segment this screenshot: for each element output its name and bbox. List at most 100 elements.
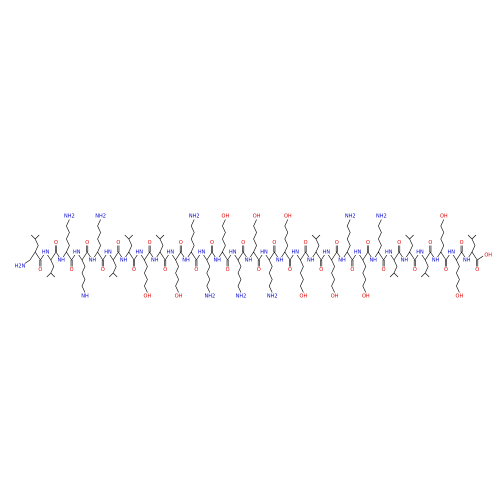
side-chain	[424, 259, 429, 274]
atom-label: NH	[81, 294, 89, 300]
atom-label: OH	[484, 253, 492, 259]
label-bg	[447, 249, 455, 255]
label-bg	[182, 257, 190, 263]
bond	[50, 272, 56, 278]
atom-label: O	[226, 267, 230, 273]
label-bg	[69, 266, 74, 273]
atom-label: OH	[222, 214, 230, 220]
atom-label: HN	[291, 250, 299, 256]
bond	[393, 272, 399, 278]
atom-label: O	[475, 267, 479, 273]
label-bg	[256, 266, 261, 273]
label-bg	[73, 249, 81, 255]
bond	[30, 234, 36, 240]
atom-label: O	[116, 240, 120, 246]
label-bg	[236, 293, 246, 299]
label-bg	[303, 239, 308, 246]
side-chain	[66, 219, 70, 253]
label-bg	[178, 239, 183, 246]
atom-label: HN	[416, 250, 424, 256]
atom-label: NH	[213, 258, 221, 264]
atom-label: NH2	[64, 214, 75, 220]
label-bg	[204, 293, 215, 299]
label-bg	[88, 257, 96, 263]
bond	[420, 272, 426, 278]
atom-label: HN	[260, 250, 268, 256]
side-chain	[237, 259, 242, 293]
label-bg	[81, 293, 89, 299]
atom-label: OH	[284, 214, 292, 220]
atom-label: O	[54, 240, 58, 246]
label-bg	[319, 266, 324, 273]
side-chain	[222, 219, 226, 253]
atom-label: O	[163, 267, 167, 273]
label-bg	[151, 257, 159, 263]
atom-label: O	[304, 240, 308, 246]
side-chain	[315, 238, 320, 253]
label-bg	[338, 257, 346, 263]
atom-label: NH2	[345, 214, 356, 220]
label-bg	[64, 213, 75, 219]
atom-label: NH2	[376, 214, 387, 220]
atom-label: O	[132, 267, 136, 273]
atom-label: NH2	[95, 214, 106, 220]
atom-label: O	[366, 240, 370, 246]
bond	[467, 234, 473, 240]
atom-label: OH	[440, 214, 448, 220]
label-bg	[369, 257, 377, 263]
bond	[34, 234, 40, 240]
atom-label: OH	[175, 294, 183, 300]
side-chain	[440, 219, 445, 253]
atom-label: HN	[73, 250, 81, 256]
label-bg	[331, 293, 339, 299]
label-bg	[198, 249, 206, 255]
label-bg	[210, 239, 214, 246]
atom-label: NH2	[204, 294, 215, 300]
label-bg	[463, 257, 471, 263]
side-chain	[112, 259, 117, 274]
label-bg	[307, 257, 315, 263]
atom-label: OH	[456, 294, 464, 300]
atom-label: HN	[135, 250, 143, 256]
atom-label: NH2	[267, 294, 278, 300]
label-bg	[284, 213, 292, 219]
label-bg	[432, 257, 440, 263]
label-bg	[147, 239, 152, 246]
atom-label: HN	[42, 250, 50, 256]
atom-label: HN	[354, 250, 362, 256]
label-bg	[350, 266, 355, 273]
bond	[108, 272, 114, 278]
label-bg	[484, 252, 492, 258]
atom-label: NH	[151, 258, 159, 264]
label-bg	[120, 257, 128, 263]
atom-label: NH	[245, 258, 253, 264]
atom-label: NH	[120, 258, 128, 264]
side-chain	[190, 219, 195, 253]
label-bg	[381, 266, 386, 273]
side-chain	[409, 238, 413, 253]
label-bg	[412, 266, 417, 273]
atom-label: HN	[385, 250, 393, 256]
label-bg	[376, 213, 387, 219]
bond	[112, 272, 118, 278]
side-chain	[471, 238, 476, 253]
atom-label: HN	[323, 250, 331, 256]
atom-label: O	[382, 267, 386, 273]
atom-label: O	[288, 267, 292, 273]
atom-label: HN	[167, 250, 175, 256]
label-bg	[291, 249, 299, 255]
label-bg	[322, 249, 330, 255]
label-bg	[416, 249, 424, 255]
atom-label: NH2	[189, 214, 200, 220]
label-bg	[95, 213, 106, 219]
label-bg	[116, 239, 121, 246]
bond	[389, 272, 395, 278]
label-bg	[428, 239, 433, 246]
backbone	[29, 251, 478, 261]
atom-label: O	[101, 267, 105, 273]
label-bg	[362, 293, 370, 299]
label-bg	[221, 213, 229, 219]
atom-label: O	[194, 267, 198, 273]
side-chain	[34, 238, 39, 253]
